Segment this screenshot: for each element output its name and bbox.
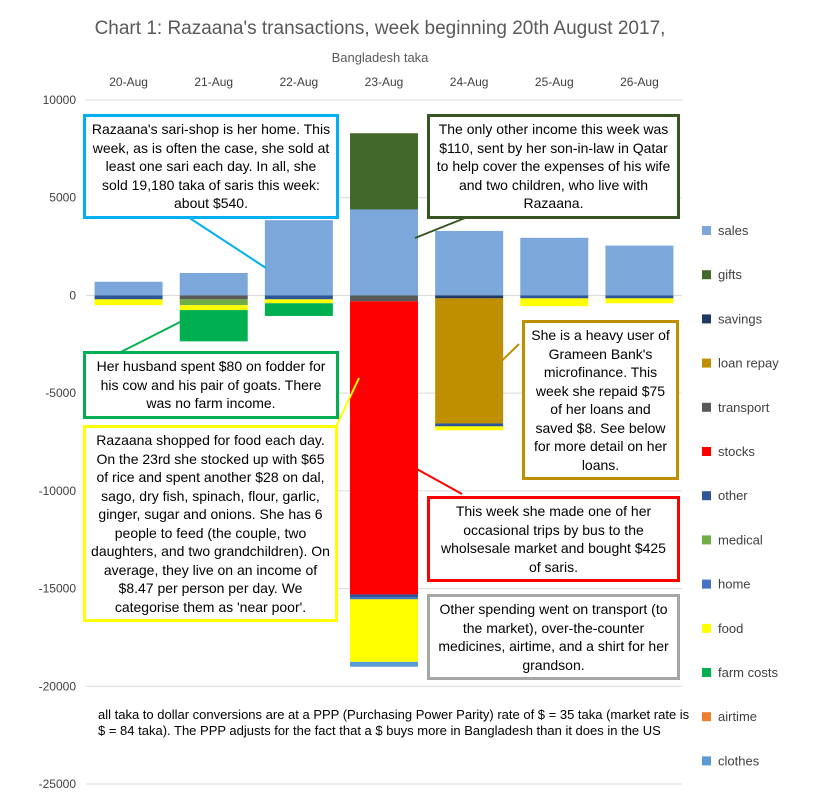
bar-food-20-Aug: [94, 299, 163, 306]
annotation-farm-costs: Her husband spent $80 on fodder for his …: [83, 351, 339, 419]
bar-loan-repay-24-Aug: [435, 298, 504, 424]
y-tick-label: -5000: [45, 386, 76, 400]
bar-other-25-Aug: [520, 295, 589, 299]
bar-transport-21-Aug: [179, 295, 248, 300]
bar-farm-costs-21-Aug: [179, 310, 248, 342]
bar-food-26-Aug: [605, 298, 674, 304]
bar-savings-24-Aug: [435, 295, 504, 299]
x-tick-label: 22-Aug: [280, 75, 319, 89]
bar-home-23-Aug: [350, 597, 418, 600]
bar-other-26-Aug: [605, 295, 674, 299]
bar-sales-25-Aug: [520, 237, 589, 296]
legend-swatch-savings: [702, 314, 711, 324]
legend-label-savings: savings: [718, 311, 763, 326]
annotation-other-spending: Other spending went on transport (to the…: [427, 594, 680, 680]
leader-line: [184, 214, 267, 269]
legend-swatch-stocks: [702, 447, 711, 456]
x-tick-label: 20-Aug: [109, 75, 148, 89]
legend-label-sales: sales: [718, 223, 749, 238]
legend-label-transport: transport: [718, 400, 770, 415]
bar-sales-21-Aug: [179, 272, 248, 296]
bar-food-22-Aug: [264, 299, 333, 304]
legend-label-stocks: stocks: [718, 444, 755, 459]
bar-other-24-Aug: [435, 423, 504, 427]
bar-food-23-Aug: [350, 599, 418, 662]
bar-food-24-Aug: [435, 426, 504, 431]
y-tick-label: -10000: [39, 484, 77, 498]
legend-swatch-food: [702, 623, 711, 633]
x-tick-label: 25-Aug: [535, 75, 574, 89]
leader-line: [118, 319, 185, 354]
annotation-gifts: The only other income this week was $110…: [427, 114, 680, 219]
legend-label-farm-costs: farm costs: [718, 665, 778, 680]
annotation-food: Razaana shopped for food each day. On th…: [83, 425, 338, 622]
bar-other-20-Aug: [94, 295, 163, 300]
legend-swatch-home: [702, 579, 711, 589]
chart-title: Chart 1: Razaana's transactions, week be…: [94, 18, 666, 39]
bar-other-22-Aug: [264, 295, 333, 300]
bar-sales-26-Aug: [605, 245, 674, 296]
leader-line: [385, 451, 463, 495]
bar-food-25-Aug: [520, 298, 589, 307]
y-tick-label: -25000: [39, 777, 77, 791]
legend-label-medical: medical: [718, 532, 763, 547]
y-tick-label: -15000: [39, 582, 77, 596]
x-tick-label: 26-Aug: [620, 75, 659, 89]
bar-gifts-23-Aug: [350, 133, 418, 210]
bar-other-23-Aug: [350, 594, 418, 598]
x-tick-label: 24-Aug: [450, 75, 489, 89]
legend-swatch-loan-repay: [702, 358, 711, 368]
y-tick-label: 5000: [49, 191, 76, 205]
x-tick-label: 23-Aug: [365, 75, 404, 89]
legend-swatch-medical: [702, 535, 711, 545]
bar-sales-24-Aug: [435, 230, 504, 296]
legend-swatch-sales: [702, 226, 711, 235]
leader-line: [414, 215, 471, 239]
bar-medical-21-Aug: [179, 299, 248, 306]
legend-label-home: home: [718, 577, 751, 592]
bar-clothes-23-Aug: [350, 661, 418, 667]
bar-sales-23-Aug: [350, 209, 418, 296]
annotation-loan: She is a heavy user of Grameen Bank's mi…: [522, 320, 679, 480]
leader-line: [477, 343, 520, 385]
bar-sales-20-Aug: [94, 281, 163, 296]
legend-swatch-clothes: [702, 756, 711, 766]
annotation-stocks: This week she made one of her occasional…: [427, 496, 680, 582]
footnote: all taka to dollar conversions are at a …: [98, 707, 690, 738]
y-tick-label: 0: [69, 288, 76, 302]
legend-swatch-transport: [702, 402, 711, 412]
y-tick-label: 10000: [43, 93, 77, 107]
legend-swatch-airtime: [702, 712, 711, 722]
legend-label-other: other: [718, 488, 748, 503]
legend-swatch-gifts: [702, 270, 711, 280]
legend-swatch-farm-costs: [702, 668, 711, 677]
legend-swatch-other: [702, 491, 711, 501]
annotation-sales: Razaana's sari-shop is her home. This we…: [83, 114, 339, 219]
bar-farm-costs-22-Aug: [264, 303, 333, 316]
chart-subtitle: Bangladesh taka: [331, 50, 429, 65]
bar-sales-22-Aug: [264, 220, 333, 296]
bar-stocks-23-Aug: [350, 301, 418, 595]
legend-label-airtime: airtime: [718, 709, 757, 724]
legend-label-loan-repay: loan repay: [718, 356, 779, 371]
legend-label-food: food: [718, 621, 743, 636]
bar-food-21-Aug: [179, 305, 248, 311]
bar-transport-23-Aug: [350, 295, 418, 302]
legend-label-clothes: clothes: [718, 753, 760, 768]
x-tick-label: 21-Aug: [194, 75, 233, 89]
legend-label-gifts: gifts: [718, 267, 742, 282]
y-tick-label: -20000: [39, 679, 77, 693]
